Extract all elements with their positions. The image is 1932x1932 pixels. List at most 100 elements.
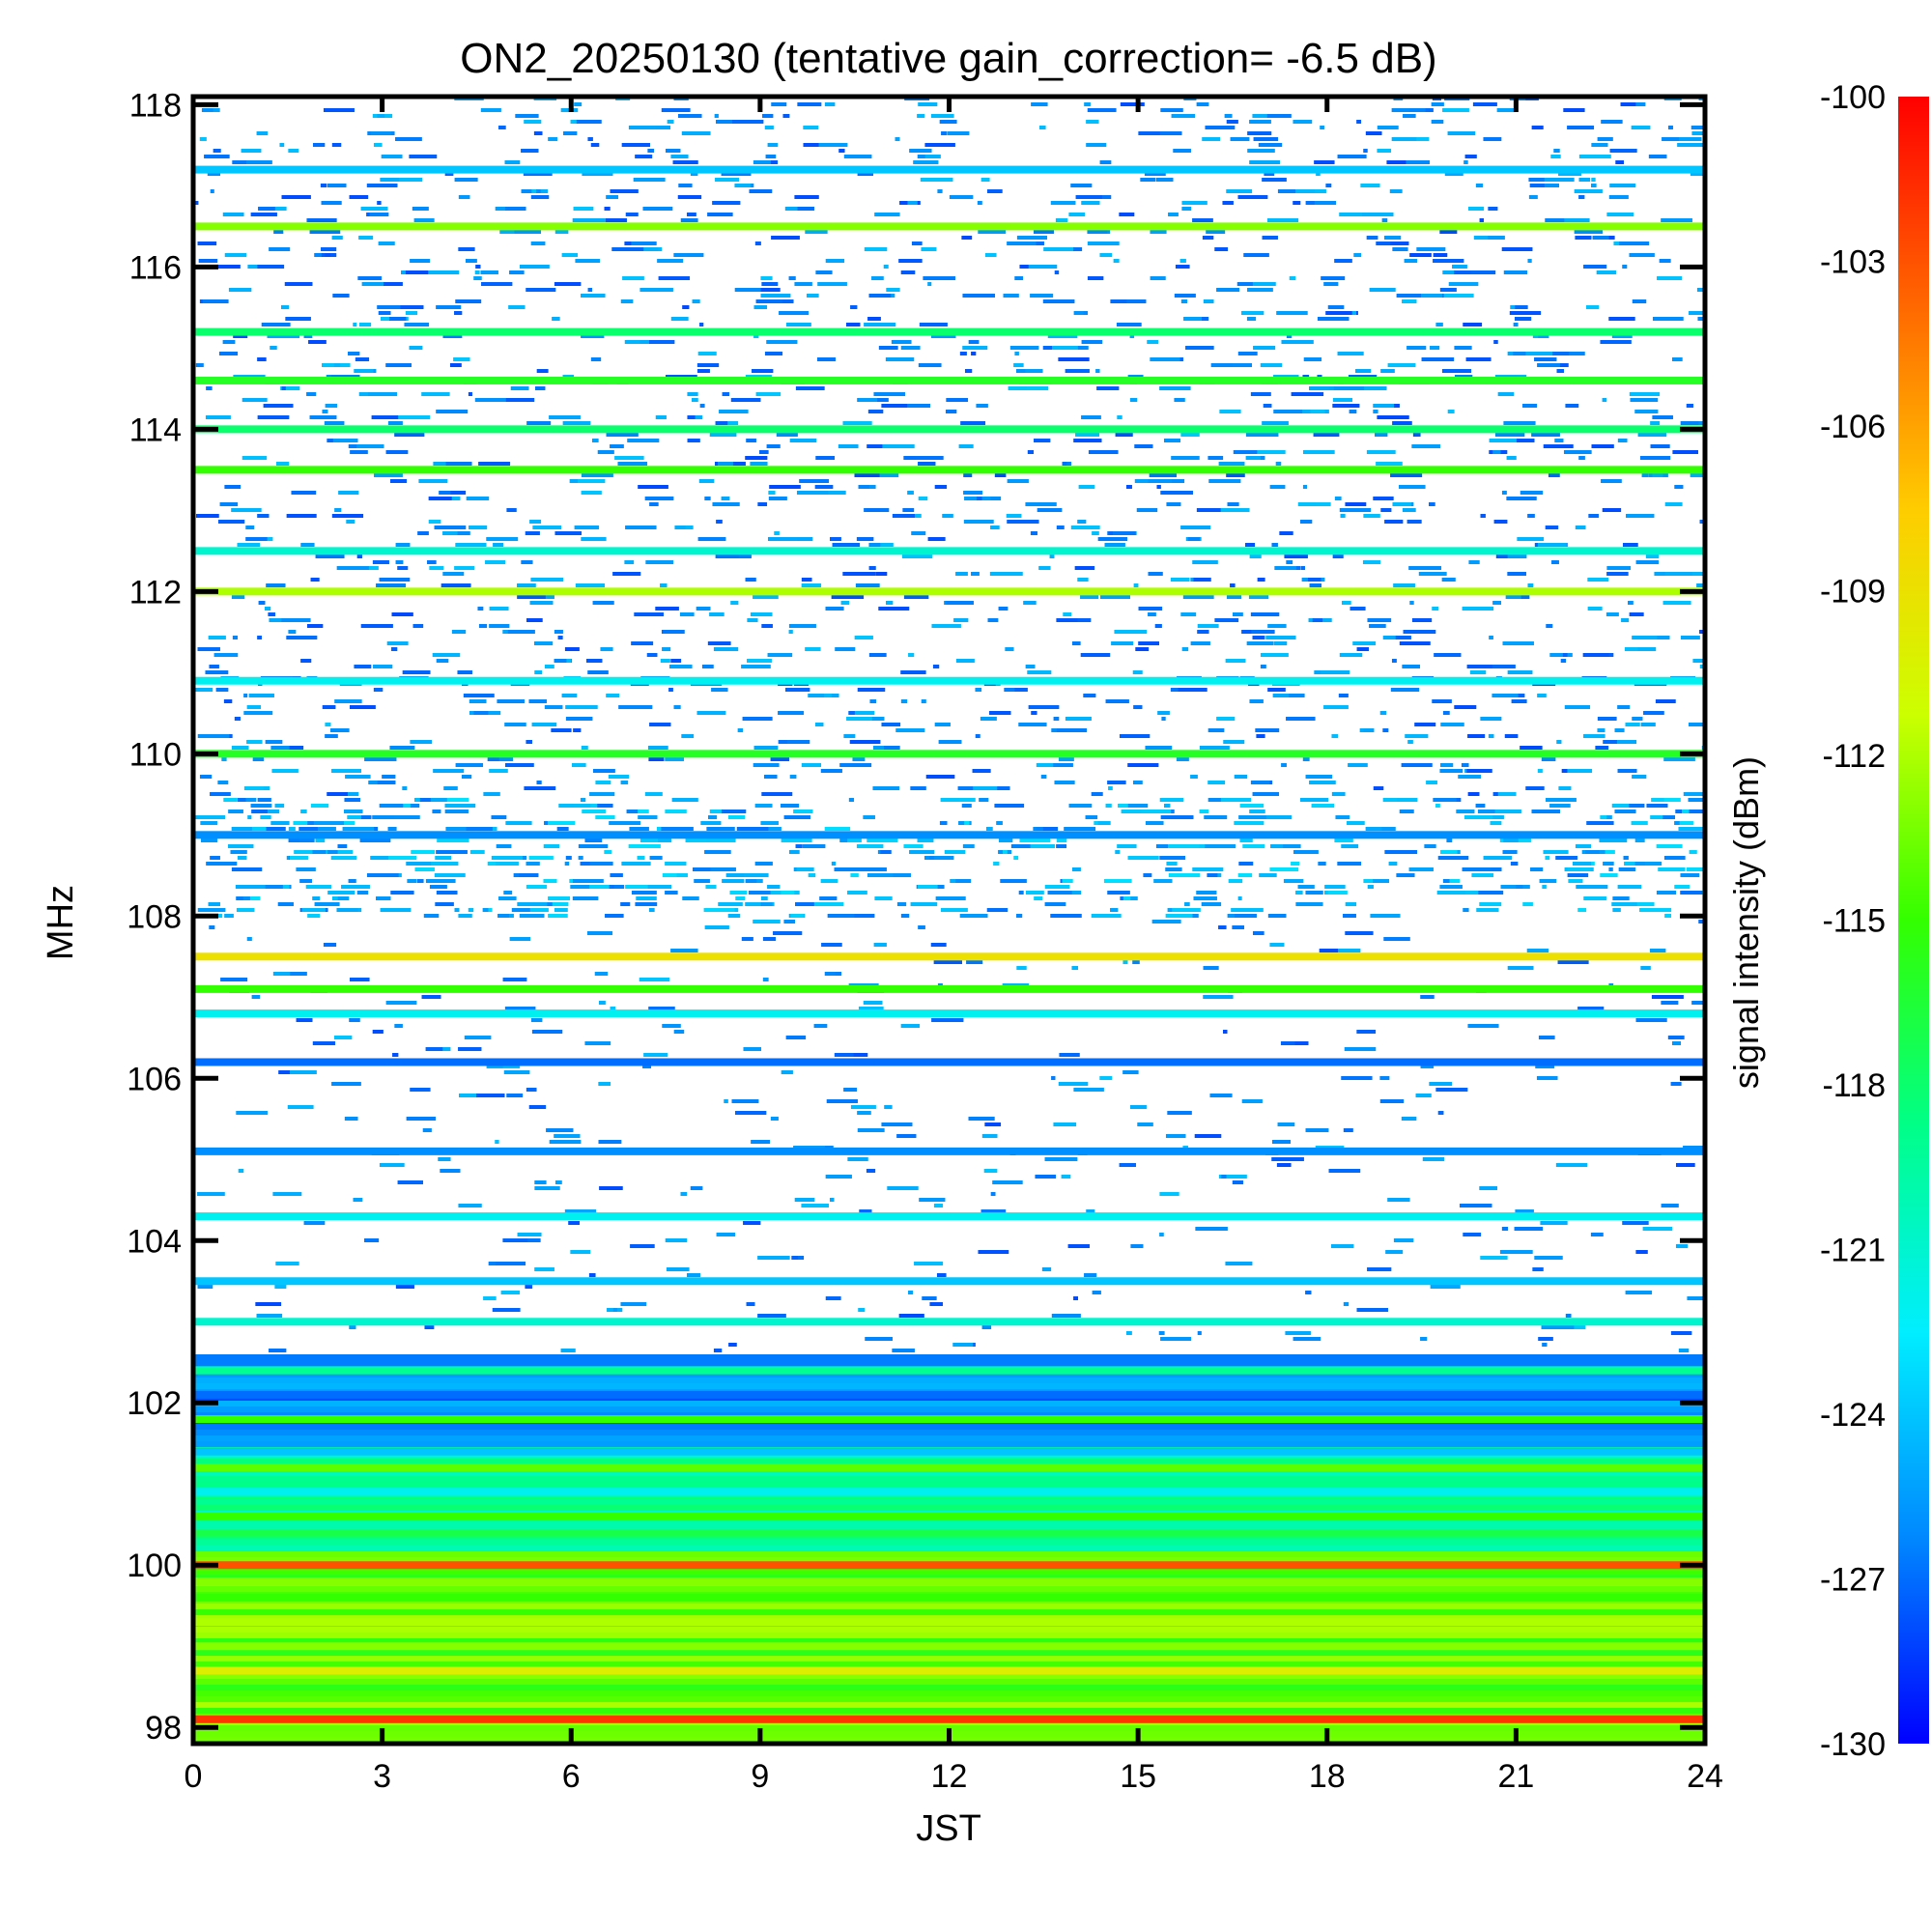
heatmap-cell <box>1141 810 1172 813</box>
heatmap-cell <box>959 914 988 918</box>
heatmap-cell <box>1430 346 1440 350</box>
heatmap-cell <box>1249 554 1262 558</box>
heatmap-cell <box>989 572 1023 576</box>
heatmap-cell <box>1429 502 1435 506</box>
heatmap-cell <box>808 694 839 697</box>
heatmap-cell <box>1305 1291 1312 1294</box>
heatmap-cell <box>638 815 658 819</box>
heatmap-cell <box>1271 1140 1292 1144</box>
heatmap-cell <box>524 120 542 124</box>
heatmap-cell <box>1075 433 1100 437</box>
heatmap-cell <box>554 230 569 234</box>
heatmap-cell <box>569 479 579 483</box>
heatmap-cell <box>573 728 582 732</box>
x-tick-label: 0 <box>185 1758 203 1795</box>
heatmap-cell <box>707 213 733 216</box>
heatmap-cell <box>1381 218 1388 222</box>
heatmap-cell <box>353 1198 363 1202</box>
heatmap-cell <box>1027 265 1058 269</box>
heatmap-cell <box>1416 247 1446 251</box>
heatmap-cell <box>1309 386 1335 390</box>
heatmap-cell <box>1250 612 1280 616</box>
heatmap-cell <box>1262 178 1287 182</box>
heatmap-cell <box>389 746 415 750</box>
heatmap-cell <box>246 705 262 709</box>
heatmap-cell <box>1334 838 1353 842</box>
heatmap-cell <box>381 155 403 158</box>
heatmap-cell <box>817 282 847 286</box>
heatmap-cell <box>1214 247 1229 251</box>
heatmap-cell <box>842 421 872 425</box>
heatmap-cell <box>395 560 404 564</box>
heatmap-cell <box>764 352 783 355</box>
heatmap-cell <box>1401 1117 1417 1121</box>
heatmap-cell <box>1168 213 1179 216</box>
heatmap-cell <box>1033 230 1054 234</box>
heatmap-cell <box>655 607 679 611</box>
heatmap-cell <box>197 734 230 738</box>
heatmap-cell <box>1527 583 1534 587</box>
heatmap-cell <box>428 497 452 500</box>
heatmap-cell <box>1614 728 1625 732</box>
heatmap-cell <box>729 891 748 895</box>
heatmap-cell <box>1567 867 1591 871</box>
heatmap-cell <box>786 740 810 744</box>
heatmap-cell <box>529 908 549 912</box>
signal-band <box>193 376 1705 384</box>
heatmap-cell <box>298 838 315 842</box>
heatmap-cell <box>774 931 803 935</box>
heatmap-cell <box>630 1244 655 1248</box>
heatmap-cell <box>746 439 756 442</box>
signal-band <box>193 327 1705 336</box>
heatmap-cell <box>755 299 787 303</box>
heatmap-cell <box>403 804 411 808</box>
heatmap-cell <box>1160 1337 1192 1341</box>
heatmap-cell <box>1463 1233 1482 1236</box>
heatmap-cell <box>412 207 429 211</box>
heatmap-cell <box>1537 363 1560 367</box>
heatmap-cell <box>990 1192 996 1196</box>
heatmap-cell <box>556 827 569 831</box>
heatmap-cell <box>918 102 938 106</box>
heatmap-cell <box>284 282 313 286</box>
heatmap-row <box>193 1633 1705 1638</box>
heatmap-cell <box>250 804 272 808</box>
heatmap-cell <box>1396 798 1418 802</box>
heatmap-cell <box>480 108 501 112</box>
heatmap-cell <box>1184 902 1190 906</box>
heatmap-cell <box>504 207 526 211</box>
heatmap-cell <box>868 543 881 547</box>
heatmap-cell <box>1302 485 1308 489</box>
heatmap-cell <box>1216 717 1236 721</box>
heatmap-cell <box>1154 624 1162 628</box>
heatmap-cell <box>1363 879 1377 883</box>
heatmap-cell <box>1500 885 1530 889</box>
heatmap-cell <box>707 641 731 645</box>
heatmap-cell <box>1246 641 1274 645</box>
heatmap-row <box>193 1609 1705 1615</box>
heatmap-cell <box>654 838 671 842</box>
heatmap-cell <box>486 908 493 912</box>
heatmap-cell <box>624 340 650 344</box>
heatmap-cell <box>745 578 756 582</box>
heatmap-cell <box>1688 723 1705 726</box>
heatmap-cell <box>1335 815 1350 819</box>
heatmap-cell <box>1611 804 1630 808</box>
heatmap-cell <box>473 276 482 280</box>
heatmap-cell <box>1680 873 1700 877</box>
heatmap-cell <box>1632 775 1647 779</box>
heatmap-cell <box>838 444 859 448</box>
heatmap-cell <box>1244 543 1256 547</box>
heatmap-cell <box>698 479 715 483</box>
heatmap-cell <box>647 885 672 889</box>
heatmap-cell <box>746 659 772 663</box>
heatmap-cell <box>458 247 475 251</box>
heatmap-cell <box>217 520 245 524</box>
heatmap-cell <box>1159 856 1186 860</box>
heatmap-cell <box>824 694 832 697</box>
heatmap-cell <box>1384 520 1404 524</box>
heatmap-cell <box>1325 184 1332 187</box>
heatmap-cell <box>1295 566 1301 570</box>
heatmap-cell <box>1577 1007 1605 1010</box>
heatmap-cell <box>1127 856 1159 860</box>
